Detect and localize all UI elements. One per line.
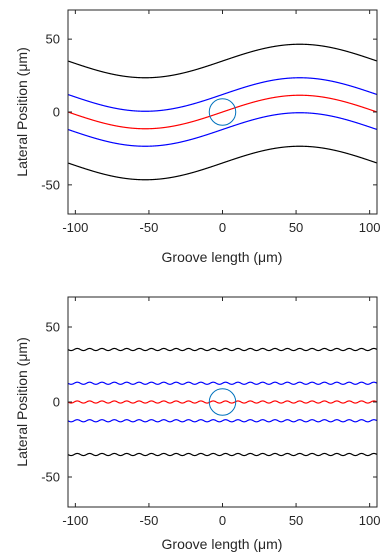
bottom-y-tick-label: 0 (53, 395, 60, 410)
bottom-series-inner-upper (68, 381, 377, 385)
bottom-series-group (68, 347, 377, 457)
top-series-centerline (68, 94, 377, 130)
bottom-y-tick-label: 50 (46, 320, 60, 335)
bottom-x-tick-label: -50 (140, 513, 159, 528)
bottom-series-outer-lower (68, 452, 377, 457)
top-series-inner-upper (68, 77, 377, 112)
top-y-tick-label: -50 (41, 177, 60, 192)
bottom-ticks-group: -100 -50 0 50 100 -50 0 50 (41, 297, 380, 528)
bottom-circle-marker (208, 388, 237, 416)
top-series-outer-lower (68, 145, 377, 181)
top-x-tick-label: 100 (359, 220, 381, 235)
top-x-tick-label: -50 (140, 220, 159, 235)
top-x-tick-label: 0 (219, 220, 226, 235)
bottom-x-tick-label: 50 (289, 513, 303, 528)
plot-bottom: -100 -50 0 50 100 -50 0 50 Groove length (μm) L… (14, 296, 380, 552)
bottom-x-tick-label: 0 (219, 513, 226, 528)
top-x-axis-label: Groove length (μm) (162, 249, 283, 265)
top-y-tick-label: 50 (46, 32, 60, 47)
bottom-x-tick-label: -100 (62, 513, 88, 528)
top-circle-marker (208, 98, 237, 126)
top-ticks-group: -100 -50 0 50 100 -50 0 50 (41, 10, 380, 235)
bottom-x-axis-label: Groove length (μm) (162, 536, 283, 552)
top-x-tick-label: 50 (289, 220, 303, 235)
top-circle-group (208, 98, 237, 126)
bottom-y-axis-label: Lateral Position (μm) (14, 337, 30, 466)
top-series-group (68, 43, 377, 181)
top-series-outer-upper (68, 43, 377, 79)
top-series-inner-lower (68, 112, 377, 147)
top-y-axis-label: Lateral Position (μm) (14, 47, 30, 176)
bottom-circle-group (208, 388, 237, 416)
bottom-series-centerline (68, 400, 377, 404)
top-x-tick-label: -100 (62, 220, 88, 235)
plot-top: -100 -50 0 50 100 -50 0 50 Groove length (μm) L… (14, 9, 380, 265)
bottom-series-inner-lower (68, 419, 377, 423)
bottom-x-tick-label: 100 (359, 513, 381, 528)
bottom-y-tick-label: -50 (41, 470, 60, 485)
top-y-tick-label: 0 (53, 105, 60, 120)
bottom-series-outer-upper (68, 347, 377, 352)
